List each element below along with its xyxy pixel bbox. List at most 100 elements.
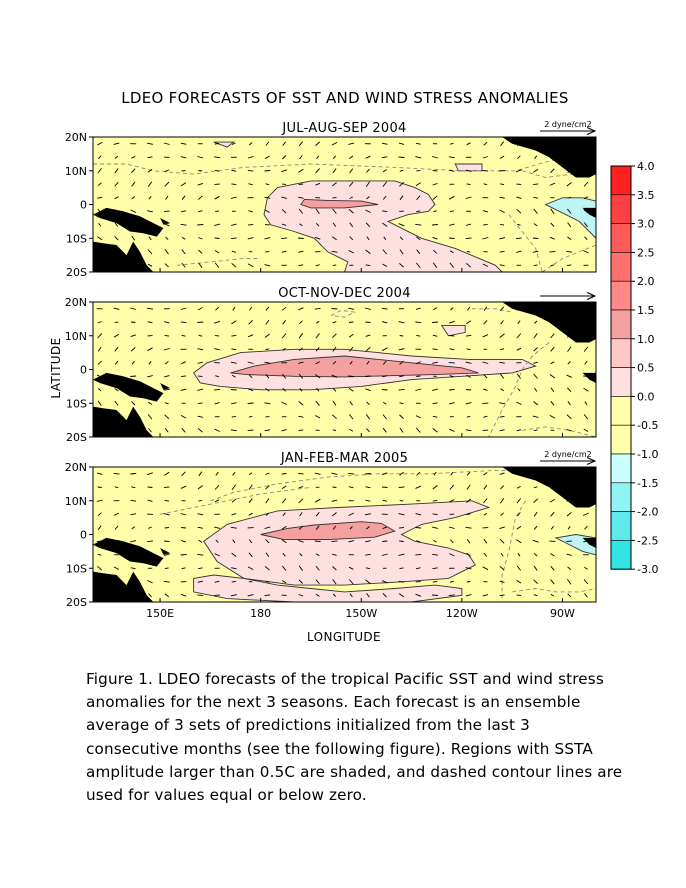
land-mass [582,372,596,383]
land-mass [93,372,164,402]
wind-vectors [96,306,589,433]
colorbar-label: -0.5 [637,419,658,432]
y-tick-label: 20N [65,296,87,309]
y-tick-label: 0 [80,529,87,542]
panel-title: JUL-AUG-SEP 2004 [281,121,406,136]
colorbar-label: -2.0 [637,506,658,519]
colorbar: 4.0 3.5 3.0 2.5 2.0 1.5 1.0 0.5 0.0 -0.5 -1.0 -1.5 -… [610,160,658,576]
land-mass [93,406,154,437]
zero-contour [93,156,563,175]
land-mass [160,383,171,390]
wind-vectors [96,141,589,268]
y-tick-label: 10N [65,165,87,178]
colorbar-label: 2.5 [637,246,655,259]
colorbar-swatch [610,338,632,368]
colorbar-label: -3.0 [637,563,658,576]
colorbar-swatch [610,511,632,541]
panels: JUL-AUG-SEP 2004 20N 10N 0 10S 20S 2 dyne/cm2 O… [65,120,597,609]
colorbar-swatch [610,252,632,282]
panel-2: OCT-NOV-DEC 2004 20N 10N 0 10S 20S [65,286,597,444]
land-mass [502,137,596,178]
figure-caption: Figure 1. LDEO forecasts of the tropical… [86,670,623,805]
colorbar-swatch [610,309,632,340]
vector-scale-label: 2 dyne/cm2 [544,450,591,459]
colorbar-label: 1.5 [637,304,655,317]
anomaly-region-0_5 [193,574,463,602]
wind-vectors [96,471,589,598]
zero-contour [176,258,261,266]
colorbar-swatch [610,165,632,196]
colorbar-swatch [610,540,632,570]
zero-contour [471,308,513,313]
colorbar-swatch [610,424,632,455]
zero-contour [160,486,312,515]
land-mass [93,241,154,272]
x-tick-label: 150E [146,607,174,620]
land-mass [93,571,154,602]
y-tick-label: 10S [66,397,87,410]
panel-3: JAN-FEB-MAR 2005 20N 10N 0 10S 20S 2 dyne/cm2 [65,450,597,609]
y-tick-label: 0 [80,199,87,212]
anomaly-region-0_5 [440,325,466,337]
zero-contour [522,426,596,437]
x-tick-labels: 150E 180 150W 120W 90W [146,607,575,620]
colorbar-label: -2.5 [637,534,658,547]
colorbar-label: -1.5 [637,477,658,490]
land-mass [160,548,171,555]
colorbar-label: 2.0 [637,275,655,288]
colorbar-swatch [610,194,632,224]
y-tick-label: 20N [65,131,87,144]
colorbar-label: 1.0 [637,333,655,346]
land-mass [93,207,164,237]
anomaly-region-1_0 [230,355,479,378]
colorbar-swatch [610,482,632,512]
colorbar-swatch [610,280,632,311]
vector-scale-label: 2 dyne/cm2 [544,120,591,129]
zero-contour [488,342,550,437]
colorbar-label: 4.0 [637,160,655,173]
anomaly-region-1_0 [300,198,379,209]
panel-1: JUL-AUG-SEP 2004 20N 10N 0 10S 20S 2 dyne/cm2 [65,120,597,279]
zero-contour [508,214,543,272]
y-tick-label: 20S [66,266,87,279]
panel-title: JAN-FEB-MAR 2005 [280,451,408,466]
y-tick-label: 10N [65,330,87,343]
colorbar-swatch [610,396,632,426]
land-mass [582,537,596,548]
y-axis-label: LATITUDE [49,337,63,398]
land-mass [502,302,596,343]
zero-contour [501,500,526,602]
panel-title: OCT-NOV-DEC 2004 [278,286,411,301]
anomaly-region-0_5 [203,500,491,586]
colorbar-swatch [610,367,632,397]
zero-contour [512,588,596,593]
x-tick-label: 90W [550,607,575,620]
land-mass [502,467,596,508]
colorbar-label: -1.0 [637,448,658,461]
zero-contour [210,469,529,502]
y-tick-label: 20S [66,596,87,609]
anomaly-region-1_0 [260,521,396,541]
zero-contour [330,309,357,318]
y-tick-label: 0 [80,364,87,377]
colorbar-label: 3.5 [637,189,655,202]
colorbar-swatch [610,223,632,253]
sst-wind-figure: LDEO FORECASTS OF SST AND WIND STRESS AN… [49,89,658,644]
x-tick-label: 120W [446,607,478,620]
colorbar-label: 3.0 [637,218,655,231]
x-tick-label: 150W [345,607,377,620]
land-mass [582,207,596,218]
y-tick-label: 10N [65,495,87,508]
figure-title: LDEO FORECASTS OF SST AND WIND STRESS AN… [121,89,569,107]
colorbar-swatch [610,453,632,484]
x-axis-label: LONGITUDE [307,630,381,644]
colorbar-label: 0.0 [637,390,655,403]
colorbar-label: 0.5 [637,362,655,375]
y-tick-label: 20N [65,461,87,474]
y-tick-label: 20S [66,431,87,444]
land-mass [160,218,171,225]
anomaly-region-0_5 [454,163,483,172]
y-tick-label: 10S [66,232,87,245]
zero-contour [542,244,596,272]
x-tick-label: 180 [250,607,271,620]
